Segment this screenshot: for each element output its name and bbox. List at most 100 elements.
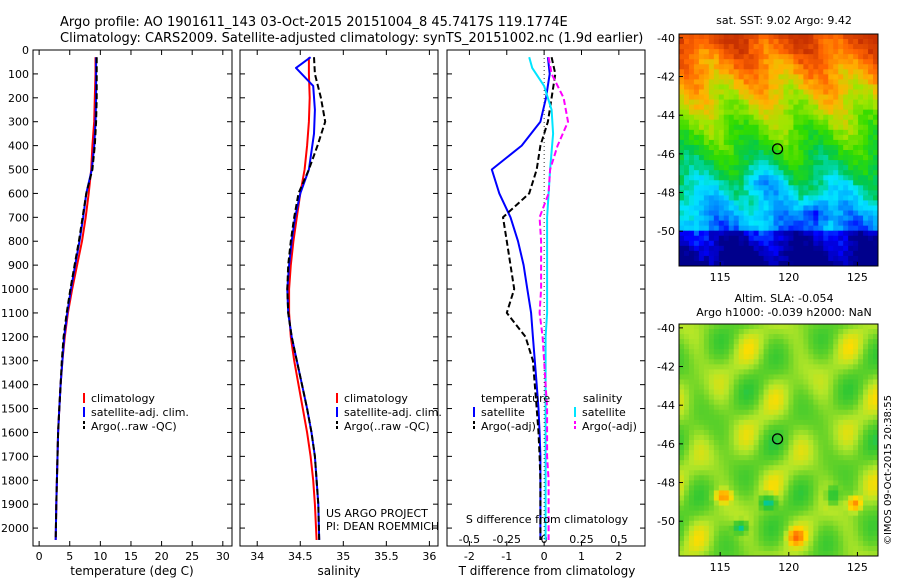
map-cell (818, 334, 824, 340)
map-cell (848, 129, 854, 136)
map-cell (828, 414, 834, 421)
map-cell (679, 84, 685, 90)
map-cell (763, 339, 769, 345)
map-cell (768, 210, 774, 216)
map-cell (723, 445, 730, 451)
map-cell (733, 124, 740, 131)
map-cell (733, 155, 740, 161)
map-cell (818, 109, 824, 116)
map-cell (703, 359, 710, 365)
map-cell (713, 379, 720, 385)
map-cell (723, 404, 730, 411)
map-cell (868, 379, 874, 385)
map-cell (693, 240, 700, 247)
series-line-t-argo-adj (502, 56, 557, 540)
map-cell (798, 364, 804, 370)
map-cell (828, 369, 834, 375)
map-cell (688, 49, 695, 55)
map-cell (808, 495, 814, 501)
map-cell (733, 79, 740, 85)
map-cell (773, 250, 779, 257)
map-cell (863, 384, 869, 390)
map-cell (743, 505, 750, 512)
map-cell (853, 339, 859, 345)
map-cell (778, 460, 784, 466)
map-cell (833, 344, 839, 350)
map-cell (793, 324, 799, 330)
map-cell (758, 144, 764, 151)
map-cell (838, 170, 844, 176)
series-line-s-argo-adj (538, 57, 569, 540)
map-cell (793, 129, 799, 136)
map-cell (738, 59, 745, 65)
map-cell (873, 520, 879, 527)
map-cell (773, 205, 779, 211)
map-cell (768, 419, 774, 426)
map-cell (758, 369, 764, 375)
map-cell (679, 329, 685, 335)
map-cell (728, 379, 735, 385)
map-cell (808, 215, 814, 222)
map-cell (858, 39, 864, 45)
map-cell (738, 450, 745, 456)
map-cell (808, 470, 814, 476)
map-cell (743, 39, 750, 45)
map-cell (773, 485, 779, 491)
map-cell (818, 369, 824, 375)
map-cell (823, 134, 829, 141)
map-cell (783, 359, 789, 365)
map-cell (728, 485, 735, 491)
map-cell (713, 210, 720, 216)
map-cell (753, 64, 760, 70)
map-cell (778, 200, 784, 206)
map-cell (703, 490, 710, 496)
map-cell (733, 485, 740, 491)
map-cell (848, 374, 854, 380)
map-cell (808, 205, 814, 211)
map-cell (793, 505, 799, 512)
map-cell (768, 69, 774, 75)
map-cell (818, 465, 824, 471)
map-cell (873, 134, 879, 141)
map-cell (753, 260, 760, 267)
map-cell (803, 324, 809, 330)
map-cell (768, 339, 774, 345)
map-cell (828, 210, 834, 216)
map-cell (788, 379, 794, 385)
map-cell (753, 470, 760, 476)
map-cell (728, 124, 735, 131)
map-cell (788, 255, 794, 262)
map-cell (748, 329, 755, 335)
map-cell (843, 349, 849, 355)
map-cell (863, 44, 869, 50)
map-cell (788, 450, 794, 456)
map-cell (693, 64, 700, 70)
map-cell (703, 374, 710, 380)
map-cell (723, 389, 730, 396)
map-cell (823, 44, 829, 50)
y-tick-label: 0 (22, 44, 29, 57)
series-line-climatology (288, 57, 318, 541)
map-cell (813, 220, 819, 227)
map-cell (718, 129, 725, 136)
map-cell (793, 349, 799, 355)
map-cell (868, 150, 874, 156)
map-cell (748, 525, 755, 532)
map-cell (848, 39, 854, 45)
map-cell (793, 210, 799, 216)
map-cell (758, 255, 764, 262)
map-cell (763, 344, 769, 350)
map-cell (818, 505, 824, 512)
map-cell (808, 165, 814, 171)
map-cell (733, 445, 740, 451)
map-cell (708, 94, 715, 100)
map-cell (718, 124, 725, 131)
map-cell (703, 74, 710, 80)
map-cell (713, 460, 720, 466)
x-tick-label: -2 (464, 550, 475, 563)
map-cell (758, 139, 764, 146)
map-cell (753, 104, 760, 111)
map-cell (808, 235, 814, 242)
map-cell (828, 364, 834, 370)
map-cell (873, 500, 879, 506)
